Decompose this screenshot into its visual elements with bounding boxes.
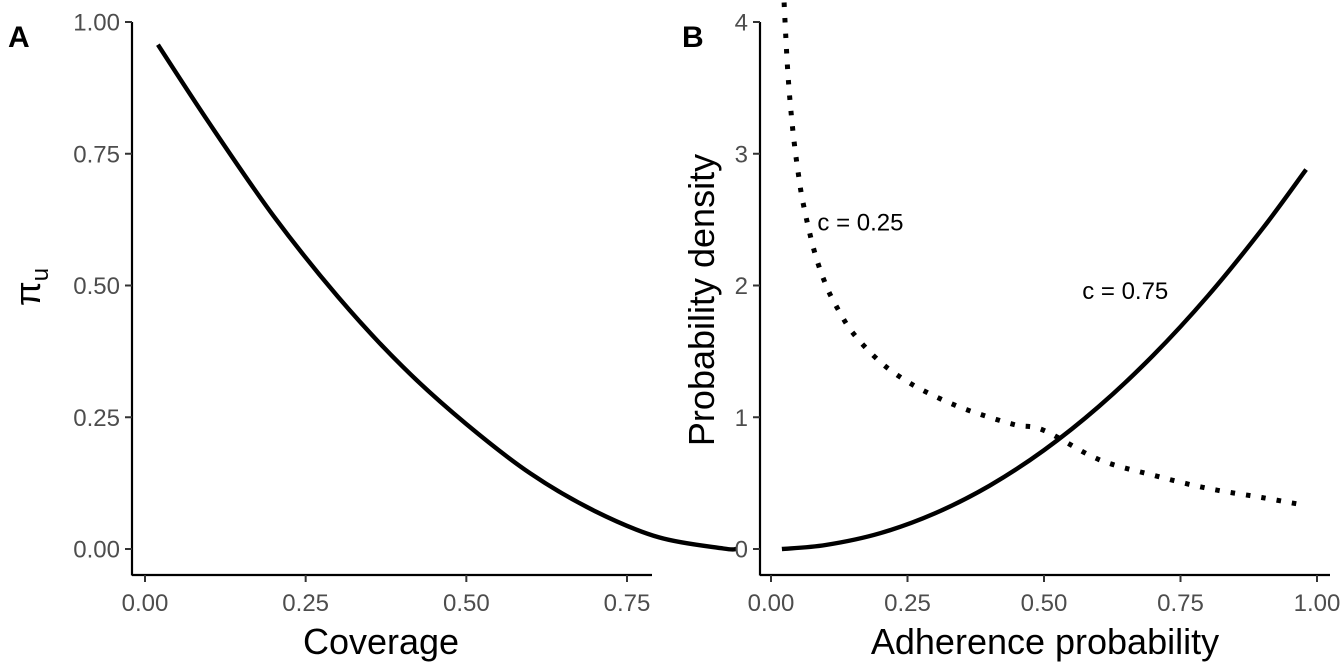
panel-b-y-tick-label: 3 <box>735 141 748 168</box>
panel-b-series-line-solid <box>781 168 1308 552</box>
panel-a-series-line-solid <box>156 43 737 552</box>
panel-b-annotation: c = 0.25 <box>817 209 903 236</box>
panel-a: A Coverage πu 0.00 0.25 0.50 0.75 0.00 0.25 0.… <box>7 10 737 662</box>
panel-a-x-tick-label: 0.00 <box>122 590 169 617</box>
panel-a-x-tick-label: 0.25 <box>282 590 329 617</box>
svg-text:πu: πu <box>7 268 54 306</box>
panel-b-label: B <box>682 21 704 54</box>
panel-a-y-tick-label: 0.25 <box>73 405 120 432</box>
panel-b-y-tick-label: 0 <box>735 537 748 564</box>
panel-b-y-tick-label: 4 <box>735 10 748 37</box>
panel-b-y-axis-title: Probability density <box>681 154 722 446</box>
panel-a-y-axis-subscript: u <box>27 268 54 281</box>
panel-b-series-line-dotted <box>781 0 1307 508</box>
panel-a-y-axis-title: πu <box>7 268 54 306</box>
panel-b-x-tick-label: 0.00 <box>748 590 795 617</box>
panel-a-label: A <box>8 21 30 54</box>
panel-b-x-tick-label: 0.75 <box>1157 590 1204 617</box>
panel-a-y-tick-label: 0.00 <box>73 537 120 564</box>
panel-b-y-tick-label: 2 <box>735 273 748 300</box>
panel-b-x-tick-label: 0.25 <box>884 590 931 617</box>
panel-b-y-tick-label: 1 <box>735 405 748 432</box>
panel-a-y-tick-label: 1.00 <box>73 10 120 37</box>
panel-b-x-axis-title: Adherence probability <box>871 621 1219 662</box>
panel-a-y-tick-label: 0.75 <box>73 141 120 168</box>
panel-a-x-tick-label: 0.50 <box>443 590 490 617</box>
panel-b-annotation: c = 0.75 <box>1082 278 1168 305</box>
panel-b-x-tick-label: 1.00 <box>1294 590 1341 617</box>
panel-a-x-axis-title: Coverage <box>303 621 459 662</box>
panel-a-x-tick-label: 0.75 <box>604 590 651 617</box>
panel-a-y-axis-symbol: π <box>7 281 48 306</box>
panel-b-x-tick-label: 0.50 <box>1021 590 1068 617</box>
panel-b: B Adherence probability Probability dens… <box>681 0 1340 662</box>
panel-a-y-tick-label: 0.50 <box>73 273 120 300</box>
